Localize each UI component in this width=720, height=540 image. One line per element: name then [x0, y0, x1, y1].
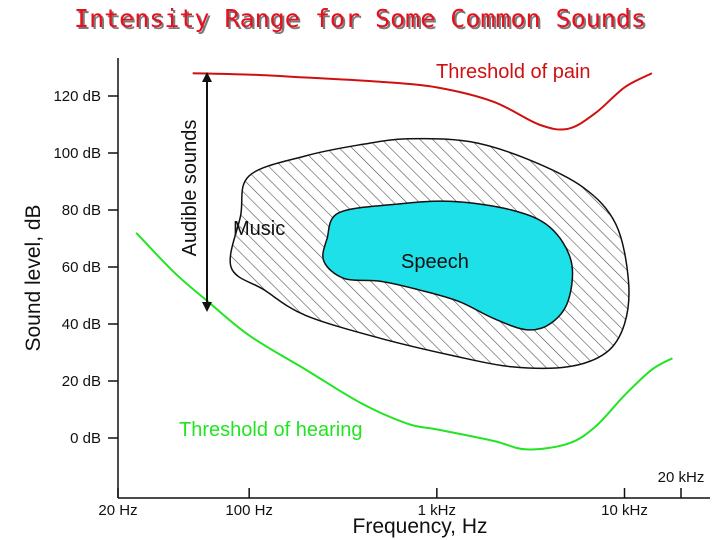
speech-region — [322, 200, 574, 331]
y-tick-label: 20 dB — [62, 373, 101, 390]
audible-arrow-tail — [202, 302, 212, 312]
x-tick-label: 20 Hz — [98, 502, 137, 519]
y-tick-label: 100 dB — [53, 145, 101, 162]
y-tick-label: 120 dB — [53, 88, 101, 105]
music-region-label: Music — [233, 218, 285, 240]
x-end-tick-label: 20 kHz — [658, 469, 705, 486]
y-tick-label: 40 dB — [62, 316, 101, 333]
chart-title: Intensity Range for Some Common Sounds — [74, 4, 646, 33]
audible-range-arrow — [202, 72, 212, 312]
audible-sounds-label: Audible sounds — [179, 120, 201, 257]
x-axis-title: Frequency, Hz — [353, 515, 488, 538]
speech-region-label: Speech — [401, 251, 469, 273]
y-tick-label: 0 dB — [70, 430, 101, 447]
hearing-curve-label: Threshold of hearing — [179, 419, 362, 441]
y-tick-label: 60 dB — [62, 259, 101, 276]
x-tick-label: 10 kHz — [601, 502, 648, 519]
y-tick-label: 80 dB — [62, 202, 101, 219]
x-tick-label: 100 Hz — [225, 502, 273, 519]
threshold-of-hearing-curve — [135, 232, 673, 451]
y-axis-title: Sound level, dB — [22, 204, 45, 351]
axes — [117, 58, 710, 499]
pain-curve-label: Threshold of pain — [436, 61, 591, 83]
x-tick-label: 1 kHz — [418, 502, 456, 519]
audible-arrow-head — [202, 72, 212, 82]
threshold-of-pain-curve — [192, 72, 653, 131]
